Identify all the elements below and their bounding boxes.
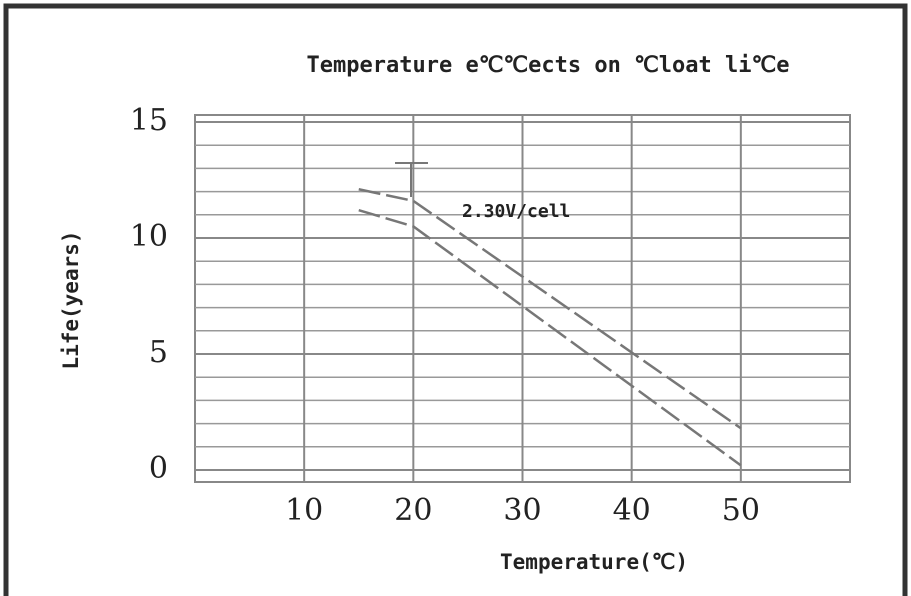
y-axis-label: Life(years) [59,230,83,369]
annotation: 2.30V/cell [462,201,570,222]
y-tick-label: 0 [149,451,168,486]
x-tick-label: 40 [613,493,651,528]
life-line [358,208,742,467]
y-tick-label: 10 [130,219,168,254]
chart-title: Temperature e℃℃ects on ℃loat li℃e [307,53,790,78]
x-axis-label: Temperature(℃) [500,550,688,574]
x-tick-label: 10 [285,493,323,528]
x-tick-label: 50 [722,493,760,528]
frame [3,3,908,596]
y-tick-label: 15 [130,103,168,138]
life-line [358,188,742,430]
x-tick-label: 20 [394,493,432,528]
y-tick-label: 5 [149,335,168,370]
x-tick-label: 30 [503,493,541,528]
